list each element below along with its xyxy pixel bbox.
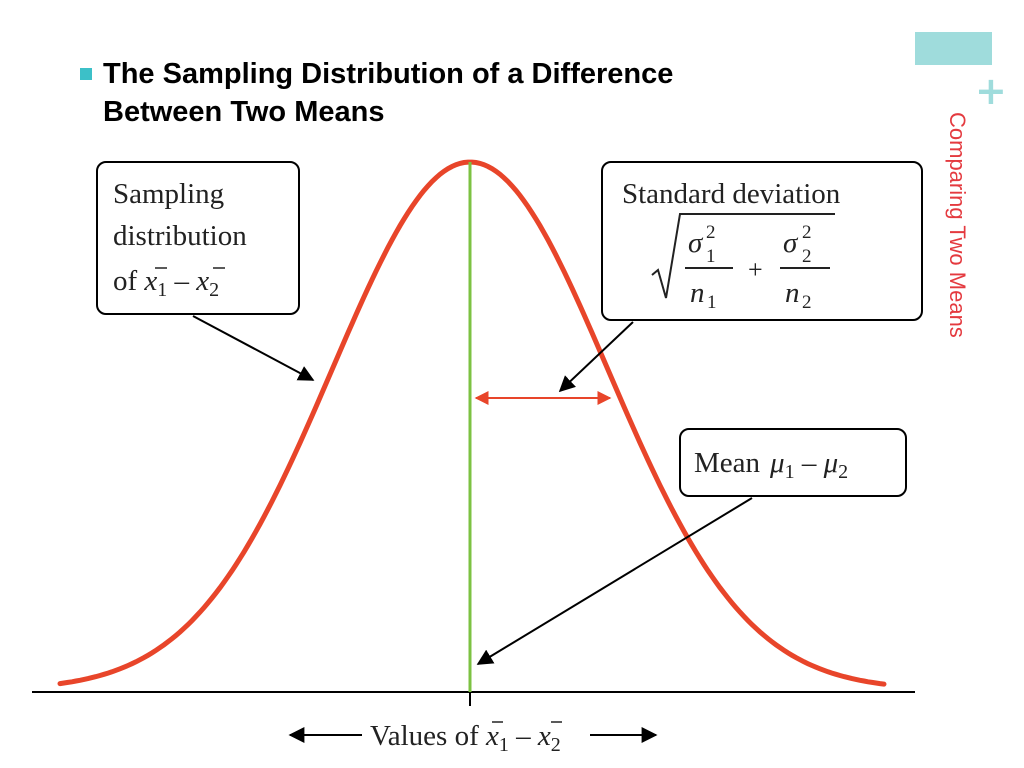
- callout-sampling-line3: of x1 – x2: [113, 265, 219, 301]
- slide-title: The Sampling Distribution of a Differenc…: [103, 55, 903, 131]
- slide-title-line1: The Sampling Distribution of a Differenc…: [103, 58, 674, 90]
- svg-text:σ: σ: [688, 227, 704, 259]
- svg-text:σ: σ: [783, 227, 799, 259]
- sd-formula: σ 2 1 n 1 + σ 2 2 n 2: [651, 213, 835, 313]
- callout-sampling-pointer: [192, 315, 315, 381]
- svg-text:1: 1: [706, 246, 716, 267]
- svg-text:2: 2: [802, 246, 812, 267]
- plus-icon: +: [975, 69, 1007, 113]
- side-section-title: Comparing Two Means: [945, 112, 970, 338]
- axis-label: Values of x1 – x2: [370, 720, 561, 756]
- svg-text:n: n: [690, 277, 705, 309]
- callout-mean-box: [679, 428, 907, 497]
- callout-mean-text: Mean μ1 – μ2: [694, 447, 848, 483]
- callout-sd-label: Standard deviation: [622, 178, 841, 210]
- svg-text:+: +: [748, 255, 763, 284]
- svg-text:2: 2: [802, 292, 812, 313]
- callout-sampling-distribution-box: [96, 161, 300, 315]
- bullet-square-icon: [80, 68, 92, 80]
- axis-label-prefix: Values of: [370, 720, 486, 752]
- sqrt-sign: [651, 213, 835, 299]
- callout-mean-pointer: [476, 497, 753, 665]
- callout-sd-pointer: [558, 321, 634, 393]
- callout-standard-deviation-box: [601, 161, 923, 321]
- svg-text:2: 2: [802, 222, 812, 243]
- callout-sampling-line1: Sampling: [113, 178, 224, 210]
- decorative-bar: [915, 32, 992, 65]
- normal-curve: [57, 159, 887, 687]
- svg-text:n: n: [785, 277, 800, 309]
- slide-title-line2: Between Two Means: [103, 96, 385, 128]
- svg-text:1: 1: [707, 292, 717, 313]
- svg-text:2: 2: [706, 222, 716, 243]
- callout-sampling-line2: distribution: [113, 220, 247, 252]
- callout-sampling-prefix: of: [113, 265, 144, 297]
- callout-mean-label: Mean: [694, 447, 761, 479]
